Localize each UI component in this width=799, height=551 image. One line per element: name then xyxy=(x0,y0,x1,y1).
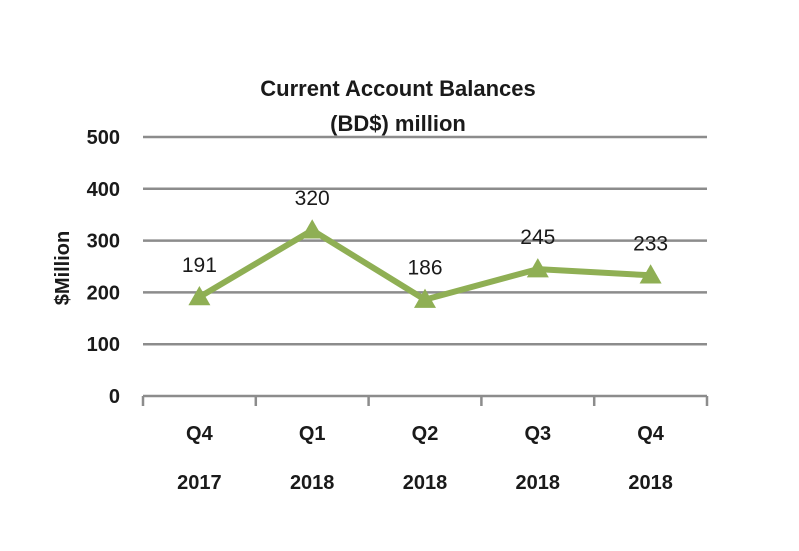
series xyxy=(188,219,662,308)
data-label: 233 xyxy=(633,232,668,255)
chart-title-line-1: Current Account Balances xyxy=(260,76,535,101)
data-labels: 191 320 186 245 233 xyxy=(182,187,668,279)
x-tick-label-year: 2017 xyxy=(177,472,222,494)
triangle-marker xyxy=(301,219,324,239)
x-tick-label-year: 2018 xyxy=(403,472,448,494)
data-label: 320 xyxy=(295,187,330,210)
x-tick-label-quarter: Q4 xyxy=(637,423,665,445)
triangle-marker xyxy=(639,264,662,284)
y-tick-labels: 0 100 200 300 400 500 xyxy=(87,127,120,408)
x-tick-label-quarter: Q4 xyxy=(186,423,214,445)
y-tick-label: 0 xyxy=(109,386,120,408)
y-tick-label: 200 xyxy=(87,282,120,304)
triangle-marker xyxy=(188,286,211,306)
triangle-marker xyxy=(526,258,549,278)
data-label: 186 xyxy=(407,257,442,280)
y-tick-label: 100 xyxy=(87,334,120,356)
y-tick-label: 500 xyxy=(87,127,120,149)
gridlines xyxy=(143,135,707,346)
y-tick-label: 400 xyxy=(87,179,120,201)
x-axis xyxy=(141,394,709,406)
x-tick-label-quarter: Q3 xyxy=(524,423,551,445)
x-tick-labels: Q4 2017 Q1 2018 Q2 2018 Q3 2018 Q4 2018 xyxy=(177,423,673,494)
x-tick-label-quarter: Q2 xyxy=(412,423,439,445)
chart-title-line-2: (BD$) million xyxy=(330,111,466,136)
x-tick-label-year: 2018 xyxy=(516,472,561,494)
x-tick-label-year: 2018 xyxy=(628,472,673,494)
data-label: 191 xyxy=(182,254,217,277)
triangle-marker xyxy=(414,288,436,308)
x-tick-label-year: 2018 xyxy=(290,472,335,494)
x-tick-label-quarter: Q1 xyxy=(299,423,326,445)
y-tick-label: 300 xyxy=(87,231,120,253)
data-label: 245 xyxy=(520,226,555,249)
y-axis-label: $Million xyxy=(52,231,74,305)
